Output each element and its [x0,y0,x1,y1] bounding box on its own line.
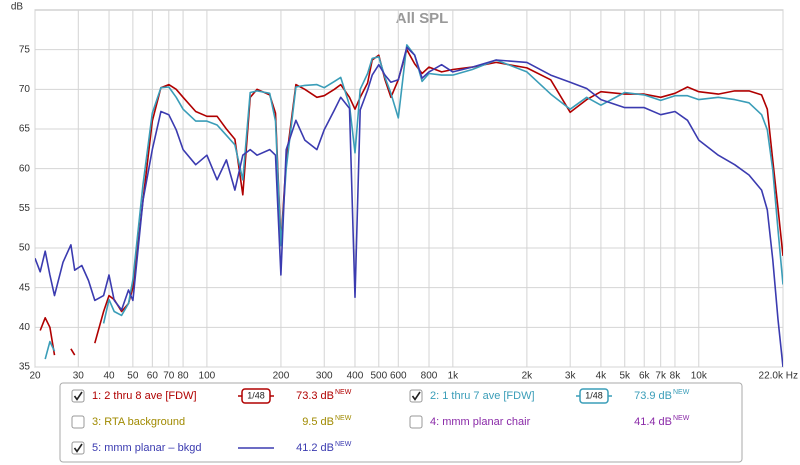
y-tick-label: 60 [19,163,31,174]
x-tick-label: 400 [347,371,364,382]
checkbox[interactable] [71,415,85,429]
checkbox[interactable] [71,389,85,403]
checkmark [73,391,83,401]
checkbox[interactable] [409,389,423,403]
series-line [44,44,783,360]
x-tick-label: 500 [370,371,387,382]
x-tick-label: 4k [596,371,608,382]
x-tick-label: 20 [29,371,41,382]
y-tick-label: 75 [19,44,31,55]
y-tick-label: 35 [19,362,31,373]
smoothing-label: 1/48 [247,390,265,400]
new-tag: NEW [673,415,690,422]
x-tick-label: 60 [147,371,159,382]
chart-title: All SPL [396,10,449,27]
y-tick-label: 70 [19,84,31,95]
plot-area [34,9,784,368]
level-label: 73.9 dB [634,390,672,402]
legend-label: 2: 1 thru 7 ave [FDW] [430,390,535,402]
y-tick-label: 65 [19,124,31,135]
x-tick-label: 10k [691,371,708,382]
new-tag: NEW [335,415,352,422]
new-tag: NEW [335,389,352,396]
y-axis-label: dB [11,2,24,13]
x-tick-label: 2k [522,371,534,382]
lines [35,44,783,367]
x-tick-label: 80 [178,371,190,382]
x-tick-label: 3k [565,371,577,382]
smoothing-badge[interactable] [579,388,609,404]
level-label: 41.4 dB [634,416,672,428]
x-tick-label: 800 [421,371,438,382]
x-tick-label: 22.0k Hz [759,371,798,382]
series-line [35,46,783,367]
x-tick-label: 50 [127,371,139,382]
checkbox[interactable] [409,415,423,429]
legend-label: 1: 2 thru 8 ave [FDW] [92,390,197,402]
y-tick-label: 50 [19,243,31,254]
level-label: 41.2 dB [296,442,334,454]
new-tag: NEW [335,441,352,448]
x-tick-label: 5k [619,371,631,382]
smoothing-badge[interactable] [241,388,271,404]
legend-panel [59,382,743,463]
checkbox[interactable] [71,441,85,455]
legend-label: 5: mmm planar – bkgd [92,442,201,454]
level-label: 9.5 dB [302,416,334,428]
x-tick-label: 6k [639,371,651,382]
x-tick-label: 100 [199,371,216,382]
x-tick-label: 40 [103,371,115,382]
new-tag: NEW [673,389,690,396]
y-tick-label: 45 [19,282,31,293]
checkmark [73,443,83,453]
smoothing-label: 1/48 [585,390,603,400]
legend: 1: 2 thru 8 ave [FDW] 1/48 73.3 dB NEW 2: 1 … [71,388,690,455]
checkmark [411,391,421,401]
legend-label: 3: RTA background [92,416,185,428]
legend-label: 4: mmm planar chair [430,416,531,428]
x-tick-label: 200 [273,371,290,382]
level-label: 73.3 dB [296,390,334,402]
y-tick-label: 40 [19,322,31,333]
x-tick-label: 8k [670,371,682,382]
y-tick-label: 55 [19,203,31,214]
x-tick-label: 7k [655,371,667,382]
x-tick-label: 30 [73,371,85,382]
x-tick-label: 1k [448,371,460,382]
x-tick-label: 600 [390,371,407,382]
grid [34,10,784,368]
x-tick-label: 70 [163,371,175,382]
x-tick-label: 300 [316,371,333,382]
